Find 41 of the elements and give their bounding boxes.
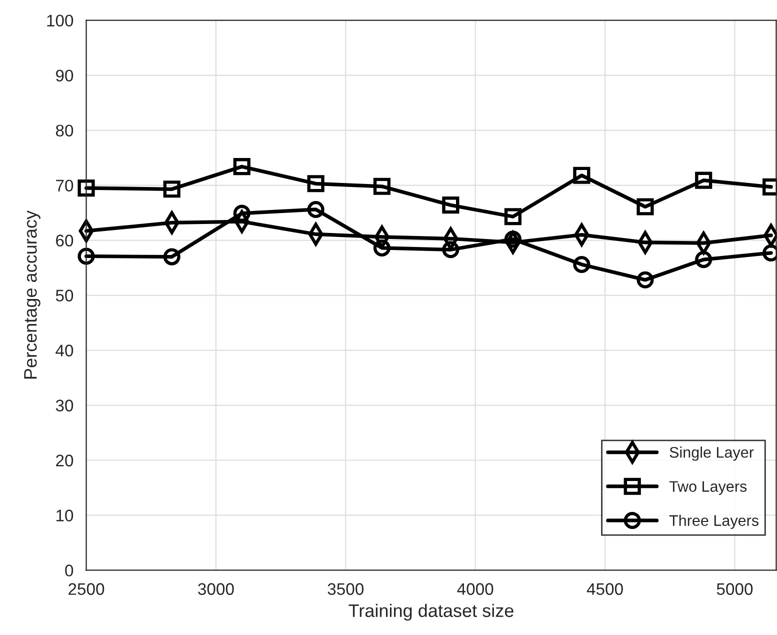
point: [163, 248, 180, 266]
x-axis-title: Training dataset size: [348, 604, 514, 621]
point: [573, 256, 590, 274]
point: [233, 204, 250, 222]
x-tick-label: 4500: [586, 583, 623, 595]
point: [636, 198, 654, 216]
y-tick-label: 20: [56, 454, 74, 466]
y-tick-label: 100: [47, 14, 74, 27]
legend-label: Three Layers: [669, 514, 758, 529]
x-tick-label: 4000: [457, 583, 494, 595]
point: [573, 166, 590, 184]
x-tick-label: 5000: [716, 583, 753, 595]
y-tick-label: 90: [56, 70, 74, 82]
y-tick-label: 50: [56, 290, 74, 302]
y-tick-label: 10: [56, 510, 74, 522]
point: [373, 239, 390, 257]
legend-label: Single Layer: [670, 446, 754, 461]
point: [233, 158, 250, 176]
point: [373, 178, 390, 195]
point: [78, 180, 95, 197]
point: [307, 175, 324, 192]
point: [695, 172, 712, 189]
y-tick-label: 40: [56, 344, 74, 356]
x-tick-label: 3500: [328, 583, 364, 595]
point: [636, 271, 654, 288]
y-tick-label: 0: [65, 564, 74, 576]
point: [504, 208, 522, 226]
point: [442, 196, 460, 214]
x-tick-label: 2500: [68, 583, 104, 595]
point: [307, 200, 324, 218]
y-tick-label: 80: [56, 124, 74, 137]
point: [695, 250, 712, 268]
x-tick-label: 3000: [198, 583, 234, 595]
point: [163, 180, 180, 198]
point: [442, 241, 460, 258]
point: [78, 248, 95, 265]
y-tick-label: 70: [56, 180, 74, 192]
legend-label: Two Layers: [669, 481, 747, 495]
y-tick-label: 60: [56, 234, 74, 246]
y-tick-label: 30: [56, 400, 74, 412]
y-axis-title: Percentage accuracy: [24, 210, 40, 379]
